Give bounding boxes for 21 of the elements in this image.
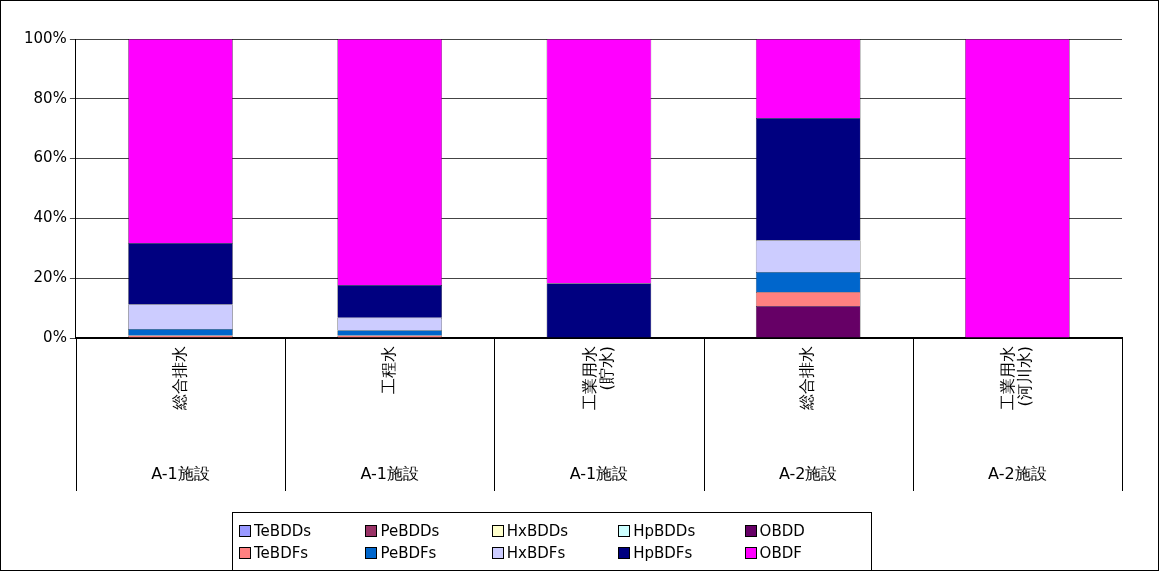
- y-tick-label: 20%: [33, 268, 67, 287]
- legend-label: TeBDDs: [254, 521, 312, 540]
- legend-label: PeBDFs: [380, 543, 437, 562]
- category-label: A-1施設 工業用水 (貯水): [569, 346, 629, 484]
- legend-label: TeBDFs: [254, 543, 309, 562]
- category-label: A-1施設 工程水: [360, 346, 419, 484]
- legend-label: HpBDDs: [633, 521, 696, 540]
- y-tick-label: 40%: [33, 208, 67, 227]
- category-label: A-1施設 総合排水: [151, 346, 210, 484]
- legend-label: HpBDFs: [633, 543, 693, 562]
- legend-label: HxBDFs: [506, 543, 566, 562]
- y-tick-label: 0%: [43, 327, 67, 346]
- y-tick-label: 60%: [33, 148, 67, 167]
- legend-label: OBDD: [759, 521, 805, 540]
- category-label: A-2施設 工業用水 (河川水): [988, 346, 1047, 484]
- y-tick-label: 80%: [33, 88, 67, 107]
- legend-label: OBDF: [759, 543, 802, 562]
- y-tick-label: 100%: [23, 28, 67, 47]
- legend-label: HxBDDs: [506, 521, 569, 540]
- category-label: A-2施設 総合排水: [778, 346, 838, 484]
- legend-label: PeBDDs: [380, 521, 440, 540]
